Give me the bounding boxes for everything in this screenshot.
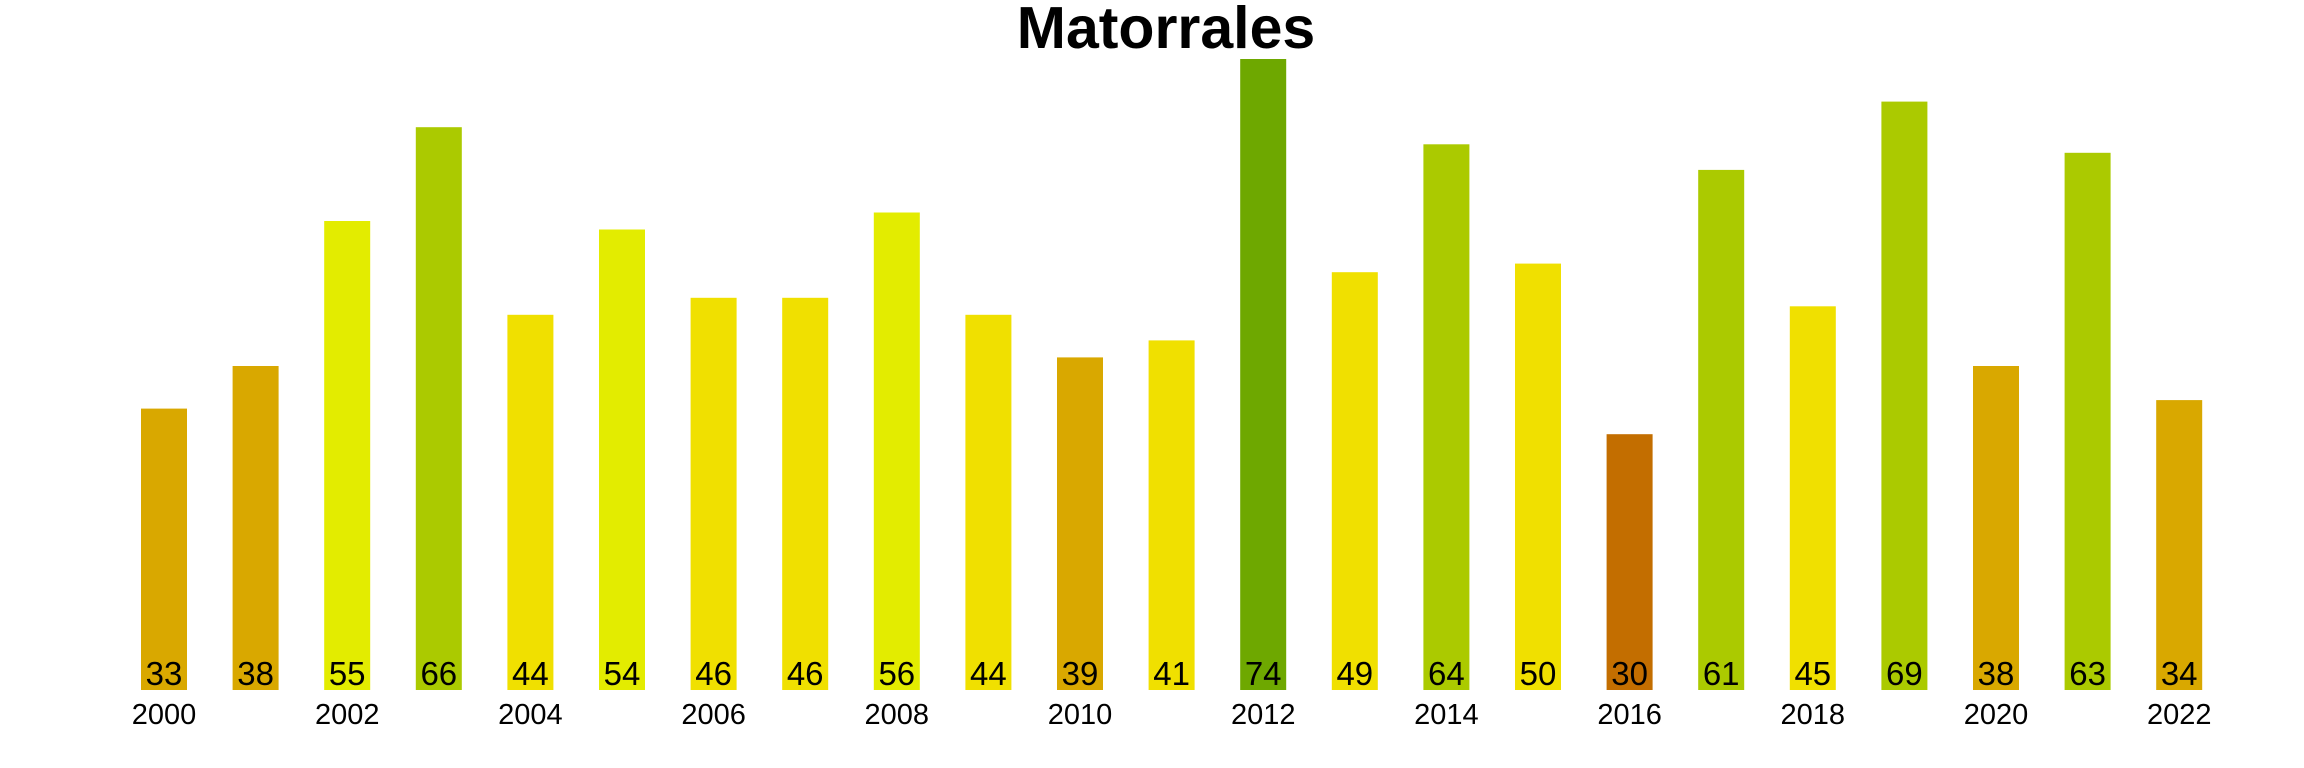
data-label-2005: 54 [604, 655, 641, 692]
data-label-2007: 46 [787, 655, 824, 692]
data-label-2017: 61 [1703, 655, 1740, 692]
data-label-2018: 45 [1794, 655, 1831, 692]
data-label-2011: 41 [1153, 655, 1190, 692]
x-tick-label-2020: 2020 [1964, 699, 2029, 731]
chart-title: Matorrales [1017, 0, 1315, 61]
data-label-2012: 74 [1245, 655, 1282, 692]
x-tick-label-2006: 2006 [681, 699, 746, 731]
data-label-2004: 44 [512, 655, 549, 692]
data-label-2008: 56 [878, 655, 915, 692]
data-label-2000: 33 [146, 655, 183, 692]
bar-2016 [1606, 434, 1653, 690]
data-label-2001: 38 [237, 655, 274, 692]
x-tick-label-2008: 2008 [865, 699, 930, 731]
bar-2022 [2156, 400, 2203, 690]
bar-2005 [599, 229, 645, 690]
bar-2001 [232, 366, 279, 690]
x-tick-label-2016: 2016 [1597, 699, 1662, 731]
x-tick-label-2022: 2022 [2147, 699, 2212, 731]
data-label-2015: 50 [1520, 655, 1557, 692]
bars-group [141, 59, 2203, 691]
bar-2013 [1331, 272, 1378, 690]
bar-2011 [1148, 340, 1195, 690]
data-label-2003: 66 [420, 655, 457, 692]
x-tick-label-2000: 2000 [132, 699, 197, 731]
x-axis-ticks: 2000 2002 2004 2006 2008 2010 2012 2014 2016 2018… [132, 699, 2212, 731]
bar-2017 [1698, 169, 1745, 690]
bar-2012 [1240, 59, 1287, 690]
bar-2006 [690, 297, 737, 690]
data-labels-group: 33 38 55 66 44 54 46 46 56 44 39 41 74 49 64 50 30 61 45 69… [146, 655, 2198, 692]
x-tick-label-2010: 2010 [1048, 699, 1113, 731]
bar-2019 [1881, 101, 1928, 691]
bar-2000 [141, 408, 187, 690]
bar-2018 [1789, 306, 1836, 690]
bar-2020 [1973, 366, 2019, 690]
x-tick-label-2002: 2002 [315, 699, 380, 731]
data-label-2002: 55 [329, 655, 366, 692]
bar-2021 [2064, 152, 2111, 691]
data-label-2014: 64 [1428, 655, 1465, 692]
bar-2009 [965, 314, 1012, 690]
data-label-2013: 49 [1336, 655, 1373, 692]
data-label-2009: 44 [970, 655, 1007, 692]
data-label-2016: 30 [1611, 655, 1648, 692]
bar-2008 [873, 212, 920, 690]
bar-2004 [507, 314, 554, 690]
x-tick-label-2004: 2004 [498, 699, 563, 731]
data-label-2022: 34 [2161, 655, 2198, 692]
bar-2002 [324, 221, 371, 690]
data-label-2021: 63 [2069, 655, 2106, 692]
bar-2003 [415, 127, 462, 690]
bar-2010 [1057, 357, 1103, 690]
data-label-2006: 46 [695, 655, 732, 692]
data-label-2010: 39 [1062, 655, 1099, 692]
bar-2015 [1515, 263, 1561, 690]
x-tick-label-2012: 2012 [1231, 699, 1296, 731]
data-label-2019: 69 [1886, 655, 1923, 692]
bar-2014 [1423, 144, 1470, 691]
x-tick-label-2018: 2018 [1781, 699, 1846, 731]
bar-2007 [782, 297, 829, 690]
data-label-2020: 38 [1978, 655, 2015, 692]
x-tick-label-2014: 2014 [1414, 699, 1479, 731]
